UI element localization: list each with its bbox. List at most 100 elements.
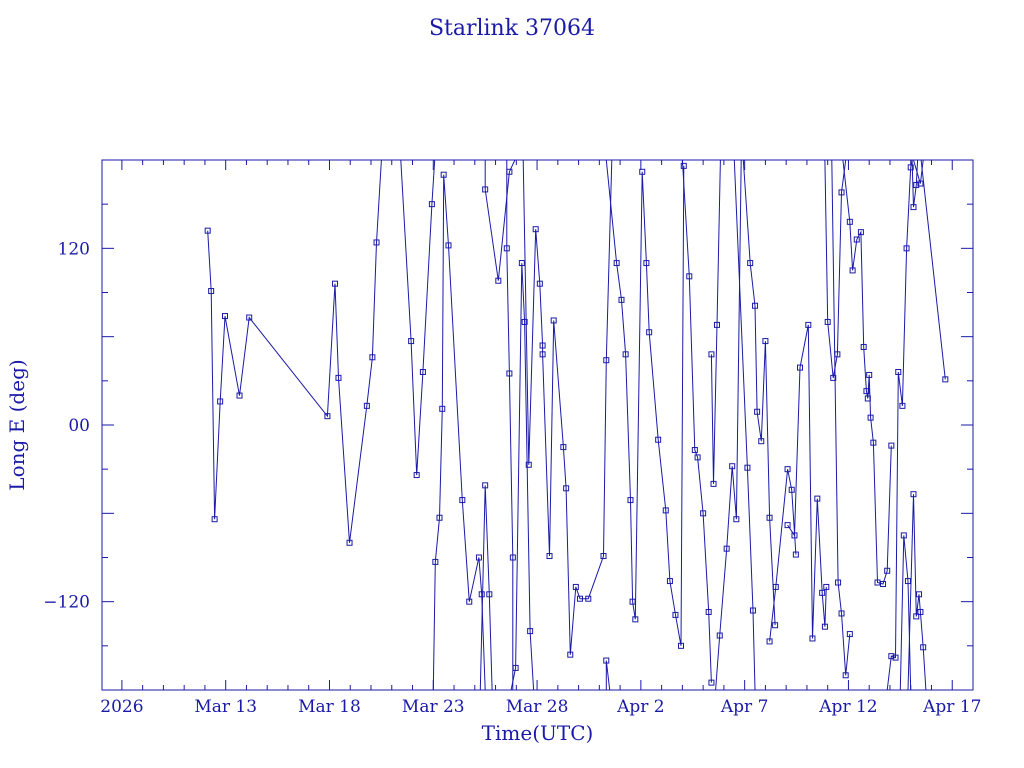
data-point	[814, 495, 821, 502]
x-tick-label: Mar 23	[402, 697, 465, 717]
series-line	[605, 160, 685, 646]
data-point	[567, 651, 574, 658]
data-point	[686, 273, 693, 280]
x-tick-label: Apr 2	[616, 697, 665, 717]
series-line	[769, 469, 797, 642]
data-point	[888, 653, 895, 660]
series-line	[907, 494, 927, 690]
data-point	[710, 480, 717, 487]
data-point	[629, 598, 636, 605]
data-point	[772, 622, 779, 629]
data-point	[716, 632, 723, 639]
series-line	[681, 160, 712, 683]
series-line	[831, 160, 851, 676]
data-point	[762, 338, 769, 345]
data-point	[208, 288, 215, 295]
data-point	[440, 171, 447, 178]
data-point	[892, 654, 899, 661]
x-tick-label: Apr 12	[818, 697, 877, 717]
data-point	[666, 578, 673, 585]
data-point	[849, 267, 856, 274]
data-point	[363, 402, 370, 409]
x-tick-label: 2026	[100, 697, 143, 717]
data-point	[459, 497, 466, 504]
data-point	[744, 464, 751, 471]
data-point	[758, 438, 765, 445]
data-point	[521, 318, 528, 325]
data-point	[838, 189, 845, 196]
series-line	[715, 160, 742, 690]
data-point	[747, 260, 754, 267]
data-point	[713, 321, 720, 328]
data-point	[705, 608, 712, 615]
data-point	[512, 664, 519, 671]
data-point	[346, 539, 353, 546]
data-point	[428, 201, 435, 208]
series-line	[733, 160, 756, 690]
data-point	[563, 485, 570, 492]
data-point	[439, 405, 446, 412]
data-point	[772, 583, 779, 590]
y-tick-label: −120	[43, 593, 90, 613]
data-point	[509, 554, 516, 561]
data-point	[332, 280, 339, 287]
data-point	[884, 567, 891, 574]
data-point	[506, 370, 513, 377]
series-line	[710, 160, 721, 484]
data-point	[536, 280, 543, 287]
data-point	[419, 369, 426, 375]
data-point	[805, 321, 812, 328]
data-point	[857, 229, 864, 236]
series-line	[824, 160, 847, 378]
data-point	[643, 260, 650, 267]
data-point	[907, 164, 914, 171]
series-line	[400, 160, 436, 476]
data-point	[853, 236, 860, 243]
data-point	[532, 226, 539, 233]
data-point	[870, 439, 877, 446]
series-group	[204, 160, 949, 690]
data-point	[846, 218, 853, 225]
data-point	[942, 376, 949, 383]
data-point	[888, 442, 895, 449]
data-point	[752, 302, 759, 309]
data-point	[445, 242, 452, 249]
data-point	[910, 491, 917, 498]
series-line	[920, 160, 946, 380]
data-point	[830, 374, 837, 381]
data-point	[572, 583, 579, 590]
data-point	[503, 245, 510, 252]
x-axis-title: Time(UTC)	[482, 721, 594, 745]
data-point	[900, 532, 907, 539]
data-point	[917, 608, 924, 615]
data-point	[486, 591, 493, 598]
data-point	[627, 497, 634, 504]
data-point	[784, 466, 791, 473]
data-point	[823, 583, 830, 590]
data-point	[525, 461, 532, 468]
data-point	[677, 642, 684, 649]
data-point	[895, 369, 902, 375]
data-point	[700, 510, 707, 517]
data-point	[221, 313, 228, 320]
data-point	[680, 162, 687, 169]
data-point	[475, 554, 482, 561]
series-layer	[204, 160, 949, 690]
x-tick-label: Mar 28	[506, 697, 569, 717]
x-tick-label: Apr 7	[720, 697, 769, 717]
series-line	[787, 324, 827, 639]
data-point	[335, 374, 342, 381]
data-point	[246, 314, 253, 321]
series-line	[522, 160, 613, 655]
data-point	[432, 558, 439, 565]
data-point	[913, 613, 920, 620]
data-point	[835, 579, 842, 586]
data-point	[729, 463, 736, 470]
data-point	[874, 579, 881, 586]
data-point	[373, 239, 380, 246]
data-point	[600, 553, 607, 560]
data-point	[436, 514, 443, 521]
data-point	[860, 343, 867, 350]
data-point	[672, 611, 679, 618]
data-point	[792, 551, 799, 558]
